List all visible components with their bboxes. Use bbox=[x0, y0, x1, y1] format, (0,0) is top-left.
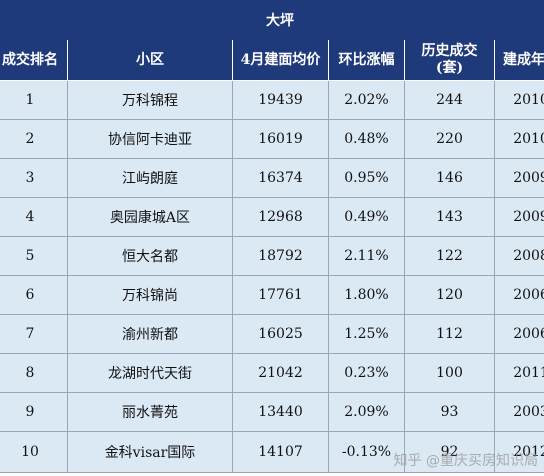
cell-mom-change: 0.48% bbox=[328, 119, 405, 159]
cell-avg-price: 18792 bbox=[232, 236, 329, 276]
cell-build-year: 2010 bbox=[493, 119, 544, 159]
cell-rank: 1 bbox=[0, 80, 68, 120]
cell-build-year: 2011 bbox=[493, 353, 544, 393]
cell-history-deals: 93 bbox=[404, 392, 495, 432]
cell-mom-change: 0.95% bbox=[328, 158, 405, 198]
header-history-deals-label: 历史成交(套) bbox=[421, 43, 478, 76]
cell-build-year: 2009 bbox=[493, 158, 544, 198]
cell-mom-change: 0.23% bbox=[328, 353, 405, 393]
table-title-row: 大坪 bbox=[0, 0, 544, 40]
cell-mom-change: 1.25% bbox=[328, 314, 405, 354]
cell-build-year: 2003 bbox=[493, 392, 544, 432]
cell-community: 万科锦程 bbox=[67, 80, 233, 120]
header-mom-change: 环比涨幅 bbox=[328, 39, 405, 81]
cell-mom-change: 2.11% bbox=[328, 236, 405, 276]
cell-rank: 4 bbox=[0, 197, 68, 237]
cell-mom-change: 2.02% bbox=[328, 80, 405, 120]
cell-community: 万科锦尚 bbox=[67, 275, 233, 315]
cell-avg-price: 12968 bbox=[232, 197, 329, 237]
cell-rank: 10 bbox=[0, 431, 68, 473]
cell-avg-price: 17761 bbox=[232, 275, 329, 315]
cell-community: 江屿朗庭 bbox=[67, 158, 233, 198]
cell-rank: 8 bbox=[0, 353, 68, 393]
cell-avg-price: 21042 bbox=[232, 353, 329, 393]
cell-history-deals: 143 bbox=[404, 197, 495, 237]
header-rank: 成交排名 bbox=[0, 39, 68, 81]
cell-community: 龙湖时代天街 bbox=[67, 353, 233, 393]
cell-community: 丽水菁苑 bbox=[67, 392, 233, 432]
cell-community: 恒大名都 bbox=[67, 236, 233, 276]
cell-history-deals: 100 bbox=[404, 353, 495, 393]
cell-community: 奥园康城A区 bbox=[67, 197, 233, 237]
cell-build-year: 2010 bbox=[493, 80, 544, 120]
cell-community: 协信阿卡迪亚 bbox=[67, 119, 233, 159]
cell-rank: 3 bbox=[0, 158, 68, 198]
cell-history-deals: 112 bbox=[404, 314, 495, 354]
cell-rank: 9 bbox=[0, 392, 68, 432]
cell-history-deals: 244 bbox=[404, 80, 495, 120]
cell-mom-change: 2.09% bbox=[328, 392, 405, 432]
cell-history-deals: 120 bbox=[404, 275, 495, 315]
cell-avg-price: 16374 bbox=[232, 158, 329, 198]
cell-community: 金科visar国际 bbox=[67, 431, 233, 473]
cell-avg-price: 19439 bbox=[232, 80, 329, 120]
cell-rank: 6 bbox=[0, 275, 68, 315]
table-header-row: 成交排名 小区 4月建面均价 环比涨幅 历史成交(套) 建成年代 bbox=[0, 39, 544, 81]
cell-mom-change: 0.49% bbox=[328, 197, 405, 237]
cell-history-deals: 220 bbox=[404, 119, 495, 159]
cell-avg-price: 14107 bbox=[232, 431, 329, 473]
cell-avg-price: 16019 bbox=[232, 119, 329, 159]
cell-avg-price: 13440 bbox=[232, 392, 329, 432]
cell-build-year: 2009 bbox=[493, 197, 544, 237]
header-avg-price: 4月建面均价 bbox=[232, 39, 329, 81]
cell-mom-change: 1.80% bbox=[328, 275, 405, 315]
cell-history-deals: 146 bbox=[404, 158, 495, 198]
header-build-year: 建成年代 bbox=[493, 39, 544, 81]
cell-history-deals: 92 bbox=[404, 431, 495, 473]
cell-rank: 2 bbox=[0, 119, 68, 159]
table-body: 1万科锦程194392.02%24420102协信阿卡迪亚160190.48%2… bbox=[0, 80, 544, 473]
header-community: 小区 bbox=[67, 39, 233, 81]
header-history-deals: 历史成交(套) bbox=[404, 39, 495, 81]
table-title: 大坪 bbox=[0, 0, 544, 40]
cell-avg-price: 16025 bbox=[232, 314, 329, 354]
cell-history-deals: 122 bbox=[404, 236, 495, 276]
cell-rank: 7 bbox=[0, 314, 68, 354]
cell-mom-change: -0.13% bbox=[328, 431, 405, 473]
cell-rank: 5 bbox=[0, 236, 68, 276]
cell-community: 渝州新都 bbox=[67, 314, 233, 354]
